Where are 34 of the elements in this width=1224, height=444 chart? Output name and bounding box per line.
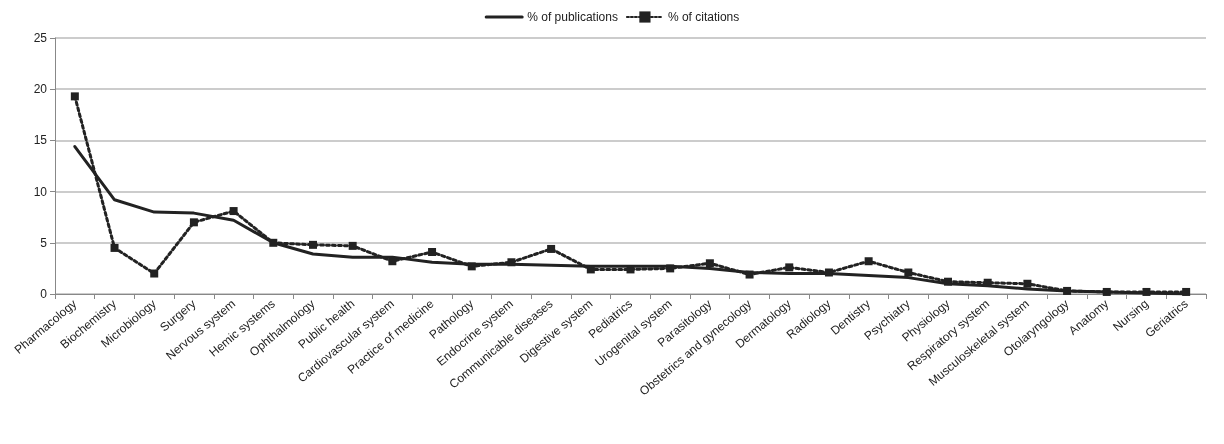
point (1063, 286, 1072, 295)
point (547, 244, 556, 253)
y-tick-label: 15 (33, 133, 48, 148)
point (308, 240, 317, 249)
point (1023, 279, 1032, 288)
point (864, 257, 873, 266)
point (666, 264, 675, 273)
point (388, 257, 397, 266)
point (944, 277, 953, 286)
point (150, 269, 159, 278)
point (904, 268, 913, 277)
point (467, 262, 476, 271)
legend-label: % of publications (527, 10, 618, 24)
point (70, 92, 79, 101)
point (824, 268, 833, 277)
y-tick-label: 25 (33, 31, 48, 45)
point (745, 270, 754, 279)
y-tick-label: 20 (33, 82, 48, 97)
point (507, 258, 516, 267)
point (785, 263, 794, 272)
point (1142, 287, 1151, 296)
point (705, 259, 714, 268)
legend-label: % of citations (667, 10, 740, 24)
point (229, 207, 238, 216)
point (269, 238, 278, 247)
point (348, 241, 357, 250)
y-tick-label: 0 (40, 287, 48, 301)
point (1102, 287, 1111, 296)
point (428, 248, 437, 257)
point (1182, 287, 1191, 296)
y-tick-label: 10 (33, 184, 48, 199)
point (189, 218, 198, 227)
y-tick-label: 5 (40, 235, 48, 250)
point (110, 243, 119, 252)
